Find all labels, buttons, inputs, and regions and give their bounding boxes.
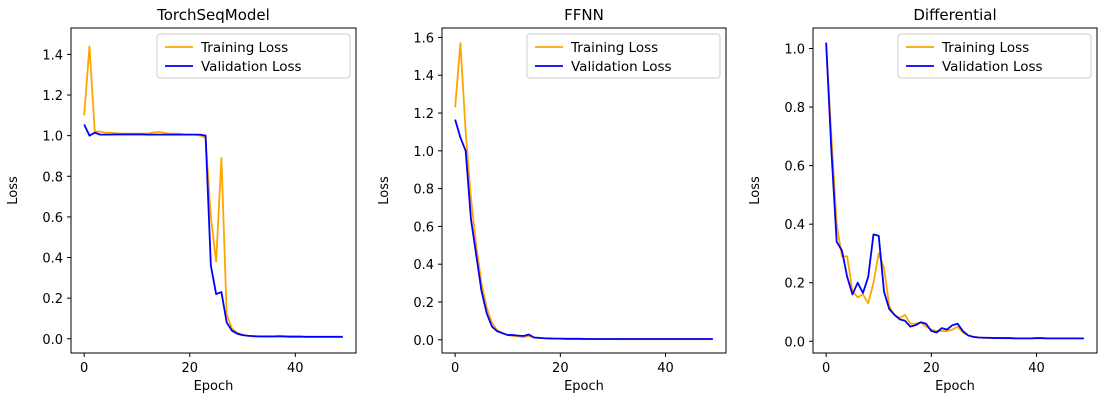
series-line-validation-loss: [825, 42, 1084, 340]
legend-label: Training Loss: [570, 40, 658, 56]
x-tick-label: 20: [181, 361, 198, 376]
legend: Training Loss Validation Loss: [526, 33, 721, 79]
chart-panel-1: FFNN 0 20 40 0.0 0.2 0.4 0.6 0.8 1.0 1.2 1.4 1.6 Epoc…: [377, 6, 727, 394]
legend-label: Validation Loss: [942, 59, 1043, 75]
legend-label: Validation Loss: [201, 59, 302, 75]
plot-frame: [70, 27, 357, 354]
y-tick-label: 0.8: [413, 183, 434, 198]
legend: Training Loss Validation Loss: [897, 33, 1092, 79]
y-tick-label: 0.0: [42, 333, 63, 348]
x-tick-label: 20: [923, 361, 940, 376]
y-axis-label: Loss: [6, 176, 21, 205]
y-tick-label: 0.2: [413, 296, 434, 311]
y-tick-label: 1.0: [413, 145, 434, 160]
series-line-training-loss: [454, 42, 713, 341]
y-tick-label: 0.8: [784, 101, 805, 116]
y-tick-label: 1.4: [42, 48, 63, 63]
legend-box: [897, 33, 1092, 79]
y-tick-label: 1.4: [413, 69, 434, 84]
y-axis-label: Loss: [377, 176, 392, 205]
x-tick-label: 0: [80, 361, 88, 376]
x-tick-label: 40: [287, 361, 304, 376]
plot-frame: [812, 27, 1098, 354]
y-tick-label: 0.4: [784, 218, 805, 233]
y-tick-label: 1.6: [413, 31, 434, 46]
x-tick-label: 40: [657, 361, 674, 376]
legend-box: [156, 33, 351, 79]
y-tick-label: 0.4: [413, 258, 434, 273]
y-tick-label: 0.0: [413, 334, 434, 349]
x-tick-label: 40: [1028, 361, 1045, 376]
legend-label: Validation Loss: [571, 59, 672, 75]
legend-label: Training Loss: [200, 40, 288, 56]
x-axis-label: Epoch: [194, 379, 234, 394]
chart-panel-0: TorchSeqModel 0 20 40 0.0 0.2 0.4 0.6 0.8 1.0 1.2 1…: [6, 6, 357, 394]
y-tick-label: 0.6: [413, 220, 434, 235]
y-tick-label: 0.0: [784, 335, 805, 350]
chart-title: FFNN: [564, 6, 604, 24]
series-line-validation-loss: [454, 119, 713, 340]
x-axis-label: Epoch: [564, 379, 604, 394]
y-tick-label: 1.2: [42, 89, 63, 104]
legend: Training Loss Validation Loss: [156, 33, 351, 79]
series-line-validation-loss: [83, 124, 343, 338]
chart-title: TorchSeqModel: [156, 6, 270, 24]
series-line-training-loss: [83, 45, 343, 339]
x-tick-label: 0: [822, 361, 830, 376]
y-tick-label: 1.0: [784, 42, 805, 57]
y-tick-label: 0.2: [784, 277, 805, 292]
chart-panel-2: Differential 0 20 40 0.0 0.2 0.4 0.6 0.8 1.0 Epoch…: [748, 6, 1098, 394]
y-axis-label: Loss: [748, 176, 763, 205]
plot-frame: [441, 27, 727, 354]
x-tick-label: 0: [451, 361, 459, 376]
y-tick-label: 0.8: [42, 170, 63, 185]
legend-label: Training Loss: [941, 40, 1029, 56]
y-tick-label: 0.6: [784, 160, 805, 175]
y-tick-label: 1.2: [413, 107, 434, 122]
chart-title: Differential: [913, 6, 996, 24]
y-tick-label: 0.6: [42, 211, 63, 226]
y-tick-label: 0.4: [42, 252, 63, 267]
x-tick-label: 20: [552, 361, 569, 376]
series-line-training-loss: [825, 45, 1084, 340]
x-axis-label: Epoch: [935, 379, 975, 394]
y-tick-label: 0.2: [42, 292, 63, 307]
y-tick-label: 1.0: [42, 130, 63, 145]
legend-box: [526, 33, 721, 79]
